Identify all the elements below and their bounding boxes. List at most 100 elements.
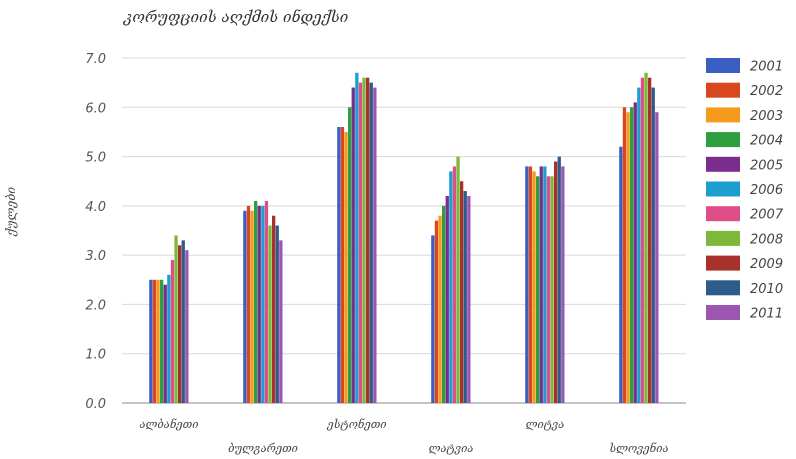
bar-2010-5 bbox=[651, 87, 655, 404]
y-tick-label: 5.0 bbox=[85, 151, 106, 166]
bar-2010-2 bbox=[369, 82, 373, 404]
legend-label: 2005 bbox=[750, 158, 783, 173]
bar-2009-5 bbox=[648, 77, 652, 403]
y-tick-label: 6.0 bbox=[85, 101, 106, 116]
bar-2010-3 bbox=[463, 191, 467, 403]
bar-2003-5 bbox=[626, 112, 630, 403]
legend-swatch bbox=[706, 107, 740, 123]
bar-2006-0 bbox=[167, 274, 171, 403]
bar-2011-0 bbox=[185, 250, 189, 403]
bar-2007-1 bbox=[264, 200, 269, 403]
category-label: ალბანეთი bbox=[139, 418, 198, 431]
legend-swatch bbox=[706, 82, 740, 98]
bar-2001-0 bbox=[149, 279, 153, 403]
legend-label: 2004 bbox=[750, 134, 783, 149]
bar-2007-2 bbox=[358, 82, 363, 404]
bar-2011-4 bbox=[561, 166, 565, 403]
legend-swatch bbox=[706, 156, 740, 172]
y-tick-label: 7.0 bbox=[85, 52, 106, 67]
bar-2005-3 bbox=[445, 196, 449, 403]
category-label: ლატვია bbox=[429, 442, 474, 455]
bar-2002-1 bbox=[246, 205, 251, 403]
legend-swatch bbox=[706, 305, 740, 320]
bar-2004-5 bbox=[630, 107, 634, 404]
bar-2009-0 bbox=[178, 245, 182, 403]
bar-2001-5 bbox=[619, 146, 623, 403]
bar-2008-3 bbox=[456, 156, 460, 403]
chart-title: კორუფციის აღქმის ინდექსი bbox=[124, 8, 349, 26]
legend-label: 2009 bbox=[750, 257, 783, 272]
bar-2007-5 bbox=[640, 77, 645, 403]
bar-2007-3 bbox=[452, 166, 457, 403]
bar-2005-1 bbox=[257, 205, 261, 403]
bar-2003-2 bbox=[344, 131, 348, 403]
bar-2009-1 bbox=[272, 215, 276, 403]
bar-2008-1 bbox=[268, 225, 272, 403]
bar-2002-0 bbox=[152, 279, 157, 403]
y-tick-label: 0.0 bbox=[85, 397, 106, 412]
legend-swatch bbox=[706, 58, 740, 73]
bar-2004-0 bbox=[160, 279, 164, 403]
bar-2001-1 bbox=[243, 210, 247, 403]
bar-2003-1 bbox=[250, 210, 254, 403]
bar-2003-4 bbox=[532, 171, 536, 403]
bar-2006-5 bbox=[637, 87, 641, 404]
bar-2002-5 bbox=[622, 107, 627, 404]
legend-label: 2003 bbox=[750, 109, 783, 124]
bar-2005-5 bbox=[633, 102, 637, 403]
bar-2008-5 bbox=[644, 72, 648, 404]
legend-swatch bbox=[706, 181, 740, 197]
bar-2004-1 bbox=[254, 200, 258, 403]
bar-2007-0 bbox=[170, 260, 175, 403]
category-label: ბულგარეთი bbox=[228, 442, 298, 455]
bar-2009-2 bbox=[366, 77, 370, 403]
legend-swatch bbox=[706, 280, 740, 296]
bar-2005-4 bbox=[539, 166, 543, 403]
bar-2006-2 bbox=[355, 72, 359, 404]
category-label: ესტონეთი bbox=[326, 418, 386, 431]
legend-swatch bbox=[706, 230, 740, 246]
bar-2010-4 bbox=[557, 156, 561, 403]
legend-label: 2008 bbox=[750, 232, 783, 247]
bar-2007-4 bbox=[546, 176, 551, 403]
category-label: ლიტვა bbox=[526, 418, 565, 431]
bar-2002-3 bbox=[434, 220, 439, 403]
bar-2009-4 bbox=[554, 161, 558, 403]
y-tick-label: 2.0 bbox=[85, 298, 106, 313]
bar-2004-4 bbox=[536, 176, 540, 403]
bar-2001-4 bbox=[525, 166, 529, 403]
bar-2011-5 bbox=[655, 112, 659, 403]
bar-2002-4 bbox=[528, 166, 533, 403]
bar-2011-1 bbox=[279, 240, 283, 403]
bar-2006-3 bbox=[449, 171, 453, 403]
bar-2004-2 bbox=[348, 107, 352, 404]
category-label: სლოვენია bbox=[609, 442, 668, 455]
bar-2006-1 bbox=[261, 205, 265, 403]
bar-2010-1 bbox=[275, 225, 279, 403]
legend-label: 2006 bbox=[750, 183, 783, 198]
bar-2011-3 bbox=[467, 196, 471, 403]
legend-swatch bbox=[706, 255, 740, 271]
legend-label: 2001 bbox=[750, 60, 783, 75]
legend-label: 2002 bbox=[750, 84, 783, 99]
bar-2005-2 bbox=[351, 87, 355, 404]
y-tick-label: 4.0 bbox=[85, 200, 106, 215]
legend-label: 2011 bbox=[750, 307, 783, 322]
y-tick-label: 3.0 bbox=[85, 249, 106, 264]
bar-2001-2 bbox=[337, 127, 341, 403]
bar-2003-0 bbox=[156, 279, 160, 403]
bar-2008-0 bbox=[174, 235, 178, 403]
bar-2008-2 bbox=[362, 77, 366, 403]
bar-2003-3 bbox=[438, 215, 442, 403]
legend-swatch bbox=[706, 132, 740, 148]
bar-2001-3 bbox=[431, 235, 435, 403]
bar-2006-4 bbox=[543, 166, 547, 403]
bar-2004-3 bbox=[442, 205, 446, 403]
bar-2009-3 bbox=[460, 181, 464, 403]
bar-2002-2 bbox=[340, 127, 345, 403]
bar-2005-0 bbox=[163, 284, 167, 403]
legend-label: 2007 bbox=[750, 208, 784, 223]
bar-2011-2 bbox=[373, 87, 377, 404]
